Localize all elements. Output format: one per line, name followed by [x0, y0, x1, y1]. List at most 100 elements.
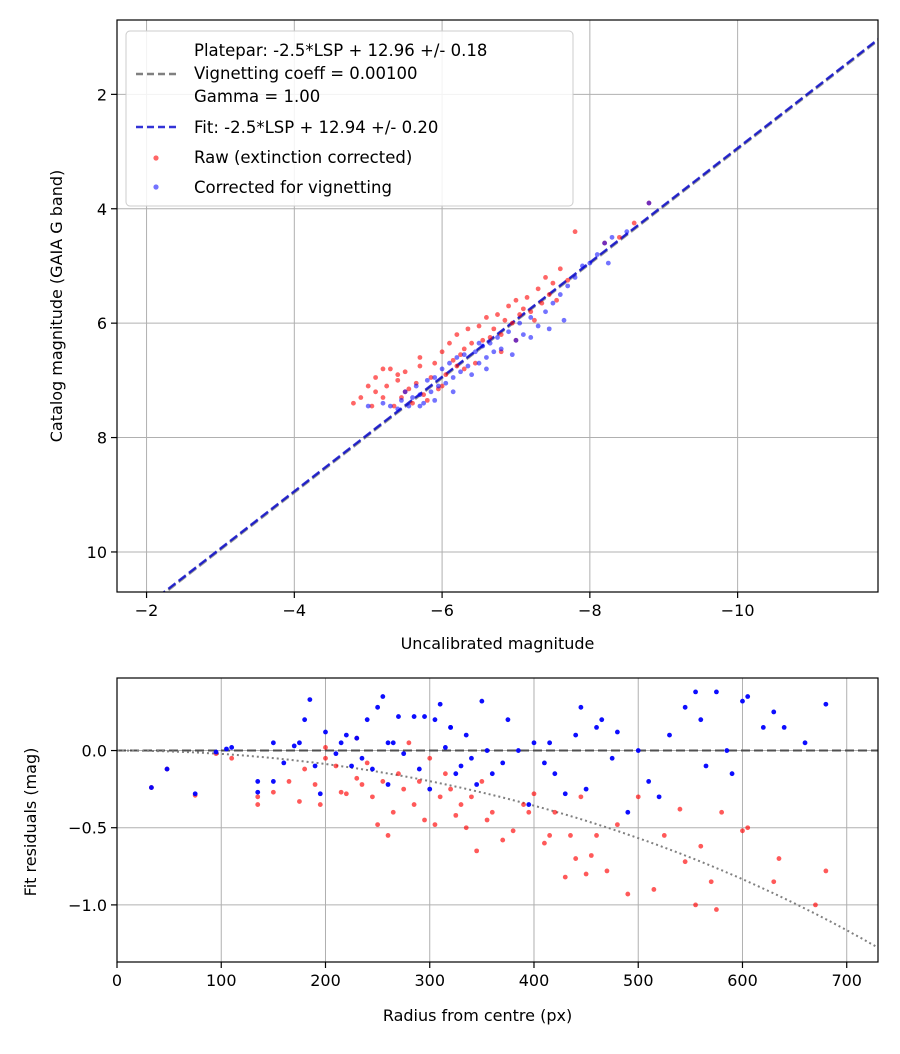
corrected-point — [443, 380, 449, 386]
corrected-residual-point — [463, 732, 469, 738]
raw-point — [520, 306, 526, 312]
corrected-residual-point — [411, 714, 417, 719]
corrected-point — [484, 355, 489, 360]
corrected-point — [572, 275, 578, 280]
corrected-residual-point — [442, 745, 448, 750]
corrected-residual-point — [255, 789, 261, 795]
raw-residual-point — [708, 879, 714, 885]
raw-point — [454, 363, 460, 369]
raw-point — [476, 323, 482, 329]
raw-residual-point — [458, 802, 464, 807]
raw-point — [617, 234, 622, 240]
raw-residual-point — [432, 822, 438, 828]
corrected-residual-point — [531, 740, 537, 746]
raw-point — [406, 386, 412, 392]
corrected-point — [402, 389, 408, 395]
raw-point — [469, 340, 475, 346]
corrected-residual-point — [437, 701, 443, 707]
corrected-point — [458, 369, 463, 375]
corrected-residual-point — [396, 714, 401, 719]
raw-point — [387, 366, 393, 372]
x-tick-label: −10 — [721, 601, 755, 620]
raw-residual-point — [338, 789, 344, 795]
corrected-residual-point — [542, 760, 547, 766]
corrected-point — [480, 343, 486, 349]
raw-residual-point — [719, 809, 725, 815]
corrected-residual-point — [614, 729, 620, 735]
raw-residual-point — [453, 812, 459, 818]
raw-point — [495, 312, 500, 317]
raw-residual-point — [776, 856, 782, 861]
raw-point — [465, 326, 471, 332]
corrected-point — [469, 372, 475, 378]
raw-residual-point — [333, 763, 339, 769]
raw-residual-point — [396, 771, 401, 777]
raw-residual-point — [416, 779, 422, 784]
raw-residual-point — [547, 833, 553, 838]
raw-point — [502, 317, 508, 323]
corrected-point — [624, 229, 630, 235]
legend-corrected-swatch — [153, 184, 159, 190]
corrected-residual-point — [781, 724, 787, 730]
corrected-point — [520, 332, 526, 337]
x-tick-label: −6 — [430, 601, 454, 620]
corrected-residual-point — [427, 786, 433, 792]
raw-point — [546, 292, 552, 297]
raw-residual-point — [364, 760, 370, 766]
corrected-residual-point — [625, 809, 631, 815]
corrected-point — [450, 389, 456, 395]
corrected-point — [506, 329, 511, 335]
corrected-point — [450, 375, 456, 380]
corrected-residual-point — [375, 704, 381, 710]
corrected-point — [365, 403, 371, 409]
raw-residual-point — [474, 848, 480, 854]
raw-residual-point — [604, 868, 610, 874]
raw-point — [365, 383, 371, 389]
raw-residual-point — [354, 775, 360, 781]
corrected-point — [587, 260, 593, 266]
raw-point — [391, 403, 397, 409]
raw-residual-point — [427, 755, 433, 761]
raw-residual-point — [317, 802, 323, 807]
raw-residual-point — [479, 779, 485, 784]
raw-point — [532, 317, 537, 323]
corrected-residual-point — [312, 763, 318, 769]
raw-point — [432, 360, 438, 366]
raw-residual-point — [578, 794, 584, 800]
legend-box — [125, 30, 574, 207]
corrected-residual-point — [729, 771, 735, 777]
raw-residual-point — [635, 794, 641, 800]
corrected-residual-point — [562, 791, 568, 797]
x-axis-label: Uncalibrated magnitude — [401, 634, 595, 653]
corrected-residual-point — [469, 755, 474, 761]
corrected-residual-point — [343, 732, 349, 738]
y-tick-label: −1.0 — [68, 896, 107, 915]
fit-line — [162, 38, 878, 592]
raw-point — [428, 375, 434, 380]
raw-point — [395, 372, 401, 378]
raw-residual-point — [771, 879, 777, 885]
corrected-residual-point — [213, 749, 219, 755]
raw-point — [395, 377, 401, 383]
corrected-residual-point — [317, 791, 323, 797]
corrected-residual-point — [229, 745, 235, 750]
corrected-point — [487, 340, 493, 346]
raw-point — [461, 346, 467, 352]
corrected-point — [413, 383, 419, 389]
corrected-point — [580, 263, 585, 269]
corrected-residual-point — [270, 779, 276, 784]
corrected-residual-point — [703, 763, 709, 769]
corrected-residual-point — [599, 717, 605, 723]
corrected-point — [513, 337, 519, 343]
corrected-point — [472, 349, 478, 355]
raw-point — [450, 357, 456, 363]
corrected-point — [550, 300, 556, 306]
corrected-residual-point — [364, 717, 370, 723]
x-tick-label: 100 — [206, 971, 237, 990]
y-tick-label: 8 — [97, 429, 107, 448]
corrected-residual-point — [453, 771, 459, 777]
raw-residual-point — [542, 840, 547, 846]
corrected-residual-point — [149, 785, 154, 790]
raw-residual-point — [740, 828, 745, 834]
corrected-residual-point — [354, 735, 360, 741]
